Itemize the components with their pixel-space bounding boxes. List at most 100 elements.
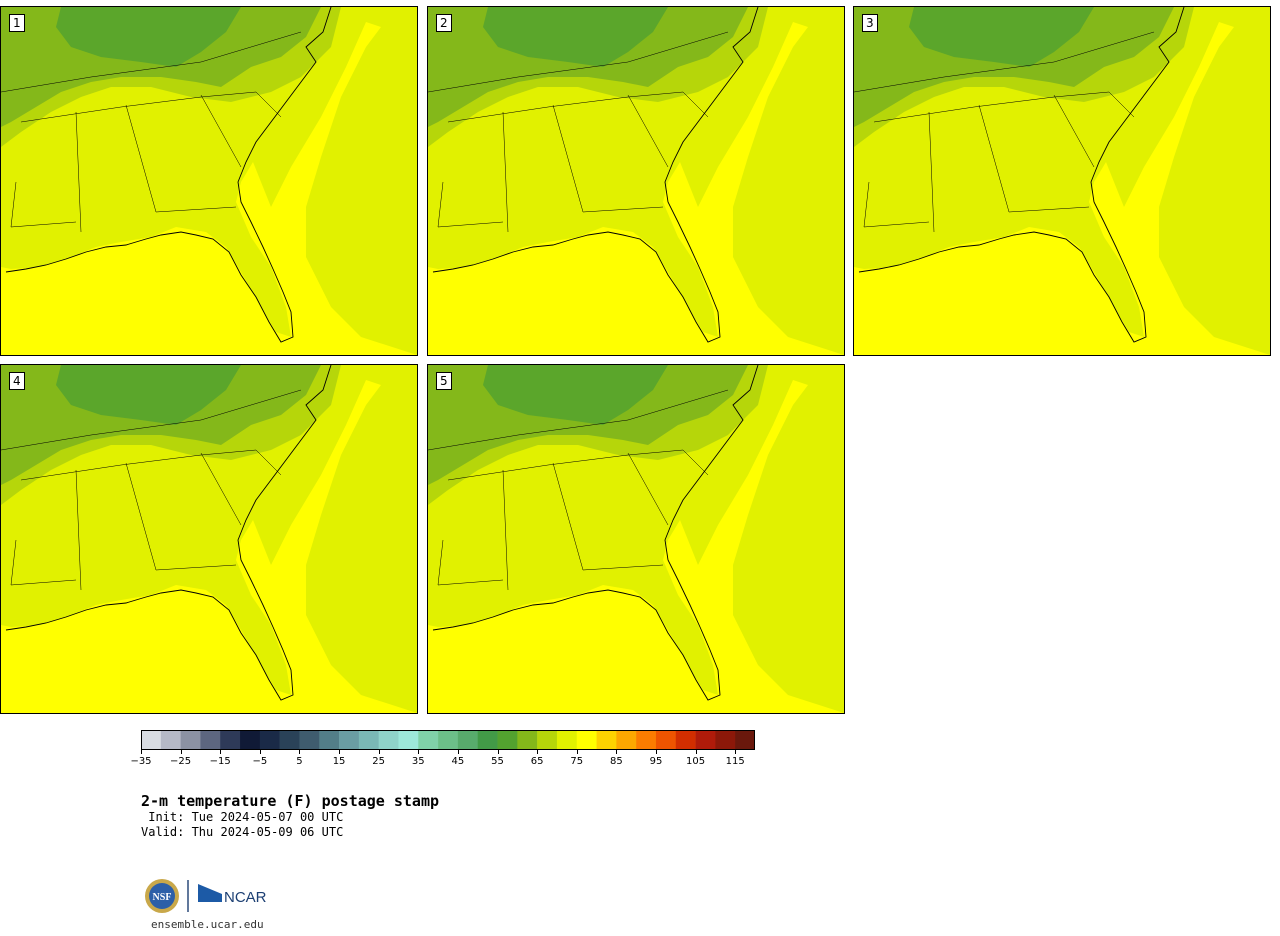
state-border <box>428 31 729 93</box>
state-border <box>502 449 709 591</box>
colorbar-tick-label: 95 <box>649 756 663 767</box>
ncar-logo: NCAR <box>198 884 267 906</box>
colorbar-swatch <box>517 730 538 750</box>
colorbar-swatch <box>220 730 241 750</box>
colorbar-tick-mark <box>378 750 380 754</box>
state-border <box>20 91 257 123</box>
colorbar-swatch <box>141 730 162 750</box>
valid-time: Valid: Thu 2024-05-09 06 UTC <box>141 825 344 839</box>
colorbar <box>141 730 755 750</box>
colorbar-tick-label: −35 <box>130 756 152 767</box>
colorbar-tick-label: 15 <box>332 756 346 767</box>
colorbar-swatch <box>576 730 597 750</box>
colorbar-tick-label: 25 <box>372 756 386 767</box>
colorbar-swatch <box>596 730 617 750</box>
postage-stamp-panel: 3 <box>853 6 1271 356</box>
colorbar-tick-label: 105 <box>686 756 706 767</box>
coastline <box>432 365 759 701</box>
colorbar-tick-label: 85 <box>609 756 623 767</box>
state-border <box>20 449 257 481</box>
temperature-map <box>428 7 844 355</box>
colorbar-tick-label: −5 <box>252 756 268 767</box>
coldest-field <box>483 365 668 425</box>
coastline <box>858 7 1185 343</box>
colorbar-swatch <box>556 730 578 750</box>
colorbar-tick-mark <box>497 750 499 754</box>
member-label: 1 <box>9 14 25 32</box>
colorbar-tick-mark <box>695 750 697 754</box>
colorbar-swatch <box>180 730 201 750</box>
colorbar-tick-mark <box>180 750 182 754</box>
colorbar-tick-mark <box>339 750 341 754</box>
colorbar-tick-label: 45 <box>451 756 465 767</box>
colorbar-swatch <box>378 730 399 750</box>
colorbar-ticks: −35 −25 −15 −5 5 15 25 35 45 55 65 75 85 95 105 115 <box>121 750 775 772</box>
colorbar-tick-mark <box>576 750 578 754</box>
coldest-field <box>56 365 241 425</box>
colorbar-tick-mark <box>259 750 261 754</box>
colorbar-swatch <box>675 730 696 750</box>
colorbar-swatch <box>655 730 677 750</box>
colorbar-swatch <box>695 730 716 750</box>
colorbar-swatch <box>477 730 498 750</box>
colorbar-swatch <box>398 730 419 750</box>
colorbar-tick-mark <box>537 750 539 754</box>
state-border <box>928 91 1135 233</box>
state-border <box>437 181 504 228</box>
site-url: ensemble.ucar.edu <box>151 918 264 931</box>
colorbar-swatch <box>358 730 379 750</box>
init-time: Init: Tue 2024-05-07 00 UTC <box>141 810 344 824</box>
state-border <box>10 181 77 228</box>
colorbar-tick-label: 75 <box>570 756 584 767</box>
logos: NSF NCAR <box>145 879 267 913</box>
colorbar-swatch <box>457 730 479 750</box>
state-border <box>447 449 684 481</box>
coldest-field <box>909 7 1094 67</box>
state-border <box>854 31 1155 93</box>
colorbar-tick-mark <box>616 750 618 754</box>
state-border <box>863 181 930 228</box>
colorbar-tick-label: −15 <box>209 756 231 767</box>
colorbar-tick-mark <box>299 750 301 754</box>
state-border <box>447 91 684 123</box>
colorbar-tick-label: 5 <box>296 756 303 767</box>
colorbar-tick-label: 65 <box>530 756 544 767</box>
temperature-map <box>1 7 417 355</box>
colorbar-swatch <box>735 730 755 750</box>
colorbar-swatch <box>636 730 657 750</box>
postage-stamp-panel: 2 <box>427 6 845 356</box>
colorbar-swatch <box>259 730 280 750</box>
coastline <box>5 365 332 701</box>
coastline <box>5 7 332 343</box>
member-label: 4 <box>9 372 25 390</box>
colorbar-swatch <box>438 730 459 750</box>
colorbar-swatch <box>299 730 320 750</box>
figure-title: 2-m temperature (F) postage stamp <box>141 792 440 810</box>
member-label: 3 <box>862 14 878 32</box>
colorbar-tick-label: 115 <box>725 756 745 767</box>
member-label: 5 <box>436 372 452 390</box>
temperature-map <box>1 365 417 713</box>
colorbar-swatch <box>418 730 439 750</box>
nsf-logo: NSF <box>145 879 179 913</box>
colorbar-swatch <box>319 730 340 750</box>
postage-stamp-panel: 1 <box>0 6 418 356</box>
colorbar-tick-label: −25 <box>170 756 192 767</box>
colorbar-swatch <box>160 730 181 750</box>
colorbar-tick-mark <box>655 750 657 754</box>
coldest-field <box>56 7 241 67</box>
state-border <box>75 449 282 591</box>
state-border <box>873 91 1110 123</box>
temperature-map <box>854 7 1270 355</box>
colorbar-swatch <box>497 730 518 750</box>
state-border <box>75 91 282 233</box>
colorbar-swatch <box>200 730 221 750</box>
colorbar-swatch <box>279 730 300 750</box>
postage-stamp-panel: 4 <box>0 364 418 714</box>
state-border <box>437 539 504 586</box>
colorbar-swatch <box>715 730 736 750</box>
state-border <box>10 539 77 586</box>
state-border <box>1 389 302 451</box>
state-border <box>502 91 709 233</box>
colorbar-swatch <box>537 730 558 750</box>
